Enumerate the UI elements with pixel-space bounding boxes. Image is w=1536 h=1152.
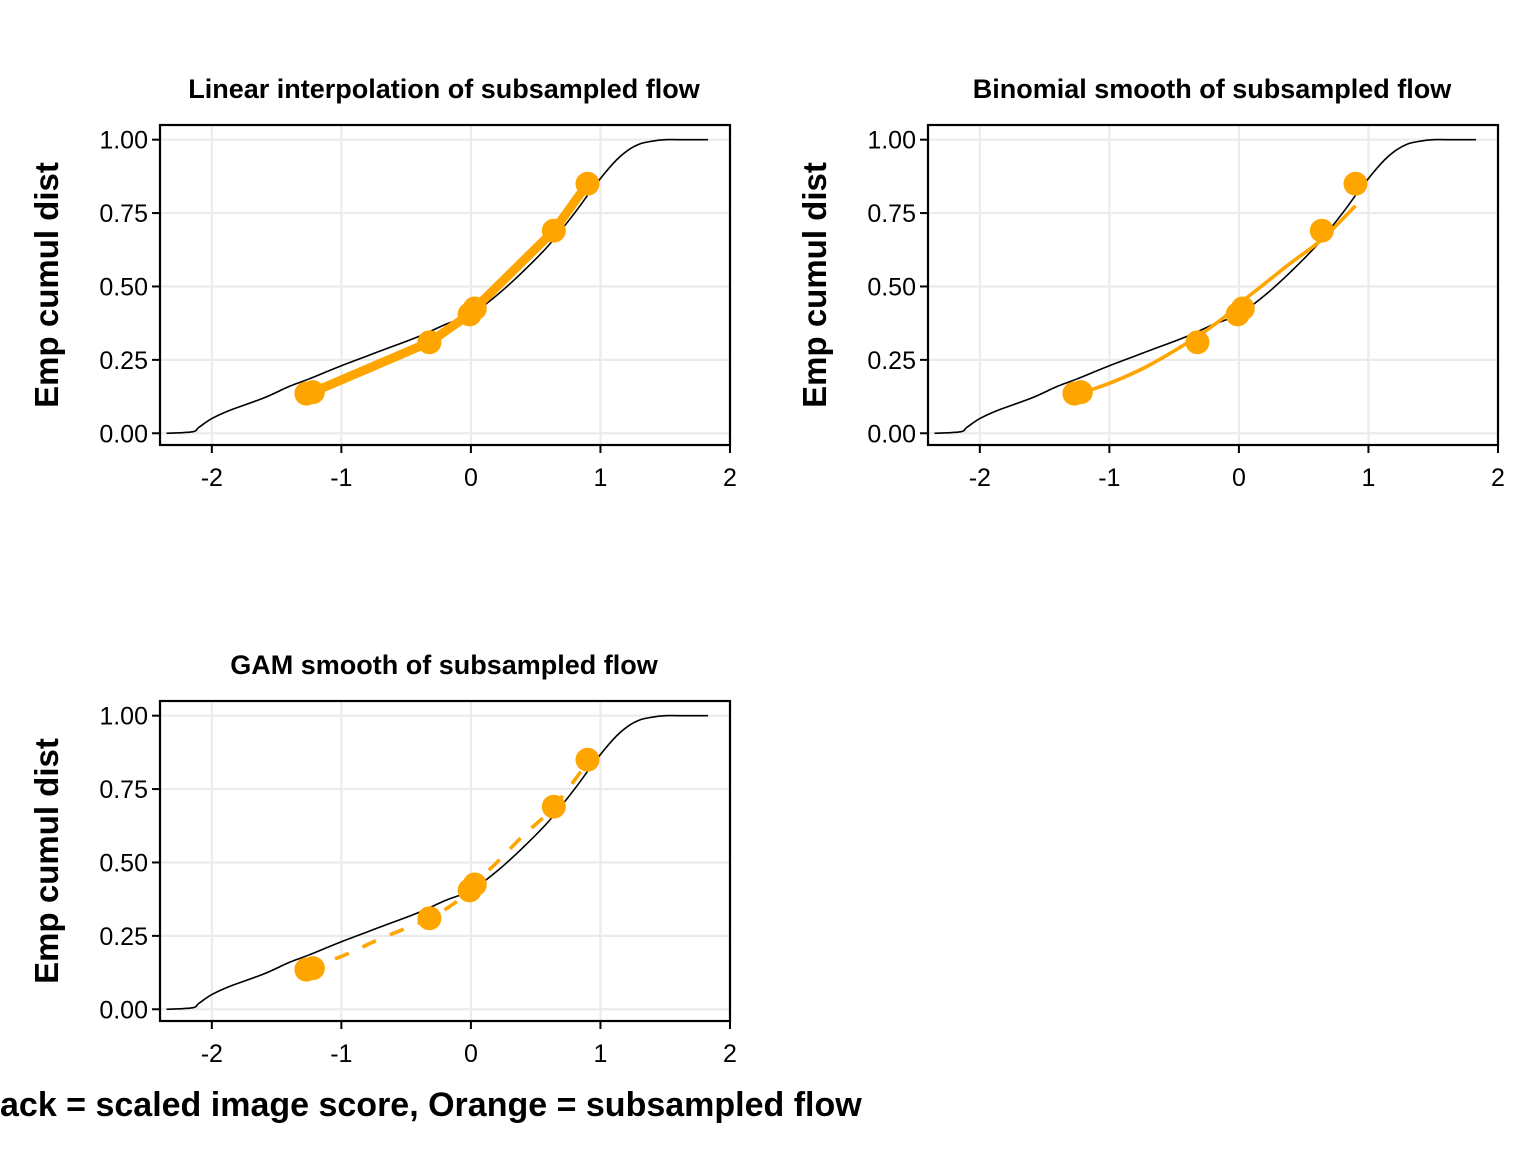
x-tick-label: 1 — [594, 1040, 608, 1068]
plot-area — [160, 125, 730, 445]
chart-panel-3: -2 -1 0 1 2 0.00 0.25 0.50 0.75 1.00 GAM smooth of… — [28, 650, 737, 1068]
y-tick-label: 0.50 — [867, 273, 916, 301]
data-point — [1068, 380, 1093, 405]
y-axis-title: Emp cumul dist — [796, 162, 833, 408]
chart-title: GAM smooth of subsampled flow — [230, 650, 659, 680]
x-tick-label: -2 — [201, 464, 223, 492]
y-axis-title: Emp cumul dist — [28, 738, 65, 984]
x-tick-label: 2 — [723, 1040, 737, 1068]
y-tick-label: 0.25 — [99, 923, 148, 951]
data-point — [300, 380, 325, 405]
data-point — [1230, 296, 1255, 321]
y-tick-label: 0.75 — [99, 776, 148, 804]
y-tick-label: 0.25 — [99, 347, 148, 375]
x-tick-label: 0 — [464, 464, 478, 492]
x-tick-label: 2 — [1491, 464, 1505, 492]
panel-border — [926, 123, 1500, 447]
caption: ack = scaled image score, Orange = subsa… — [0, 1086, 862, 1124]
x-tick-label: -2 — [201, 1040, 223, 1068]
y-tick-label: 0.25 — [867, 347, 916, 375]
data-point — [417, 906, 442, 931]
data-point — [462, 296, 487, 321]
y-tick-label: 1.00 — [99, 127, 148, 155]
y-tick-label: 0.50 — [99, 849, 148, 877]
smooth-series-line — [305, 761, 589, 970]
plot-area — [928, 125, 1498, 445]
data-point — [1185, 330, 1210, 355]
data-point — [541, 794, 566, 819]
x-tick-label: 2 — [723, 464, 737, 492]
data-point — [417, 330, 442, 355]
plot-area — [160, 701, 730, 1021]
data-point — [1309, 218, 1334, 243]
data-point — [300, 956, 325, 981]
y-tick-label: 0.00 — [99, 420, 148, 448]
chart-title: Linear interpolation of subsampled flow — [188, 74, 701, 104]
data-point — [575, 171, 600, 196]
x-tick-label: 0 — [464, 1040, 478, 1068]
panel-border — [158, 123, 732, 447]
y-axis-title: Emp cumul dist — [28, 162, 65, 408]
y-tick-label: 1.00 — [99, 703, 148, 731]
x-tick-label: -2 — [969, 464, 991, 492]
y-tick-label: 0.00 — [99, 996, 148, 1024]
y-tick-label: 0.75 — [99, 200, 148, 228]
x-tick-label: 1 — [1362, 464, 1376, 492]
chart-panel-2: -2 -1 0 1 2 0.00 0.25 0.50 0.75 1.00 Binomial smoo… — [796, 74, 1505, 492]
data-point — [462, 872, 487, 897]
data-point — [575, 747, 600, 772]
y-tick-label: 0.00 — [867, 420, 916, 448]
y-tick-label: 0.75 — [867, 200, 916, 228]
x-tick-label: -1 — [1098, 464, 1120, 492]
panel-border — [158, 699, 732, 1023]
x-tick-label: 1 — [594, 464, 608, 492]
chart-panel-1: -2 -1 0 1 2 0.00 0.25 0.50 0.75 1.00 Linear interp… — [28, 74, 737, 492]
x-tick-label: -1 — [330, 464, 352, 492]
chart-title: Binomial smooth of subsampled flow — [973, 74, 1453, 104]
y-tick-label: 0.50 — [99, 273, 148, 301]
y-tick-label: 1.00 — [867, 127, 916, 155]
data-point — [541, 218, 566, 243]
data-point — [1343, 171, 1368, 196]
x-tick-label: -1 — [330, 1040, 352, 1068]
x-tick-label: 0 — [1232, 464, 1246, 492]
